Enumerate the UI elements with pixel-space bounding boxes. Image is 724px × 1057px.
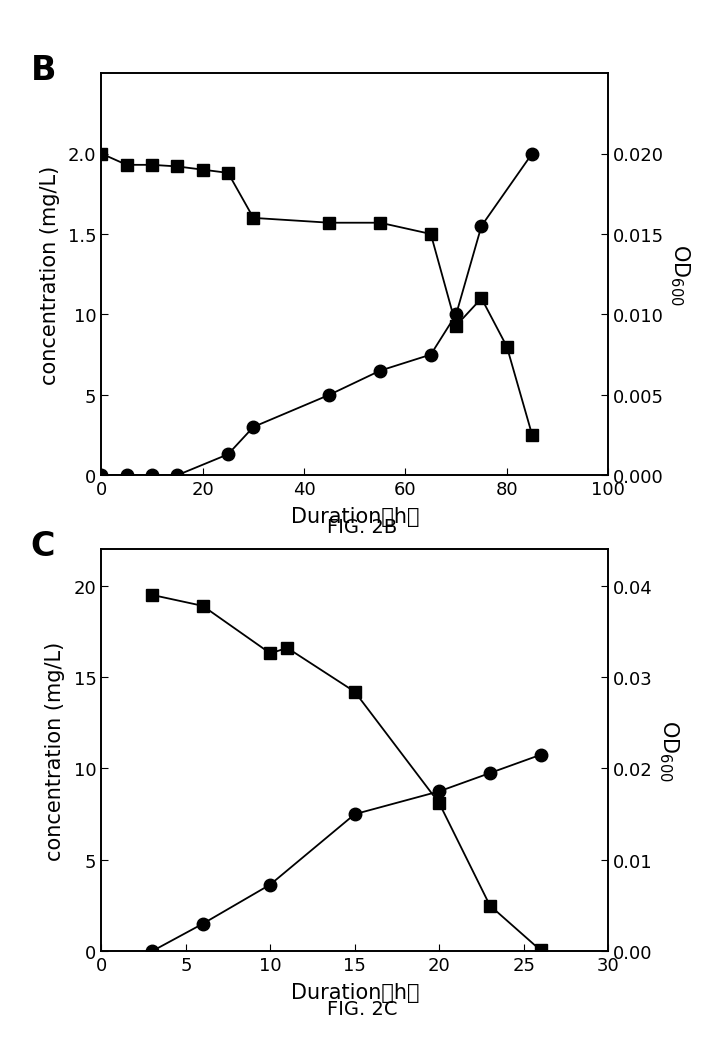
Text: C: C	[30, 530, 55, 562]
X-axis label: Duration（h）: Duration（h）	[290, 506, 419, 526]
Y-axis label: OD$_{600}$: OD$_{600}$	[668, 244, 692, 305]
Y-axis label: concentration (mg/L): concentration (mg/L)	[40, 165, 59, 385]
Text: B: B	[30, 54, 56, 87]
Text: FIG. 2C: FIG. 2C	[327, 999, 397, 1018]
Y-axis label: OD$_{600}$: OD$_{600}$	[657, 720, 681, 781]
X-axis label: Duration（h）: Duration（h）	[290, 982, 419, 1002]
Y-axis label: concentration (mg/L): concentration (mg/L)	[46, 641, 65, 860]
Text: FIG. 2B: FIG. 2B	[327, 518, 397, 537]
